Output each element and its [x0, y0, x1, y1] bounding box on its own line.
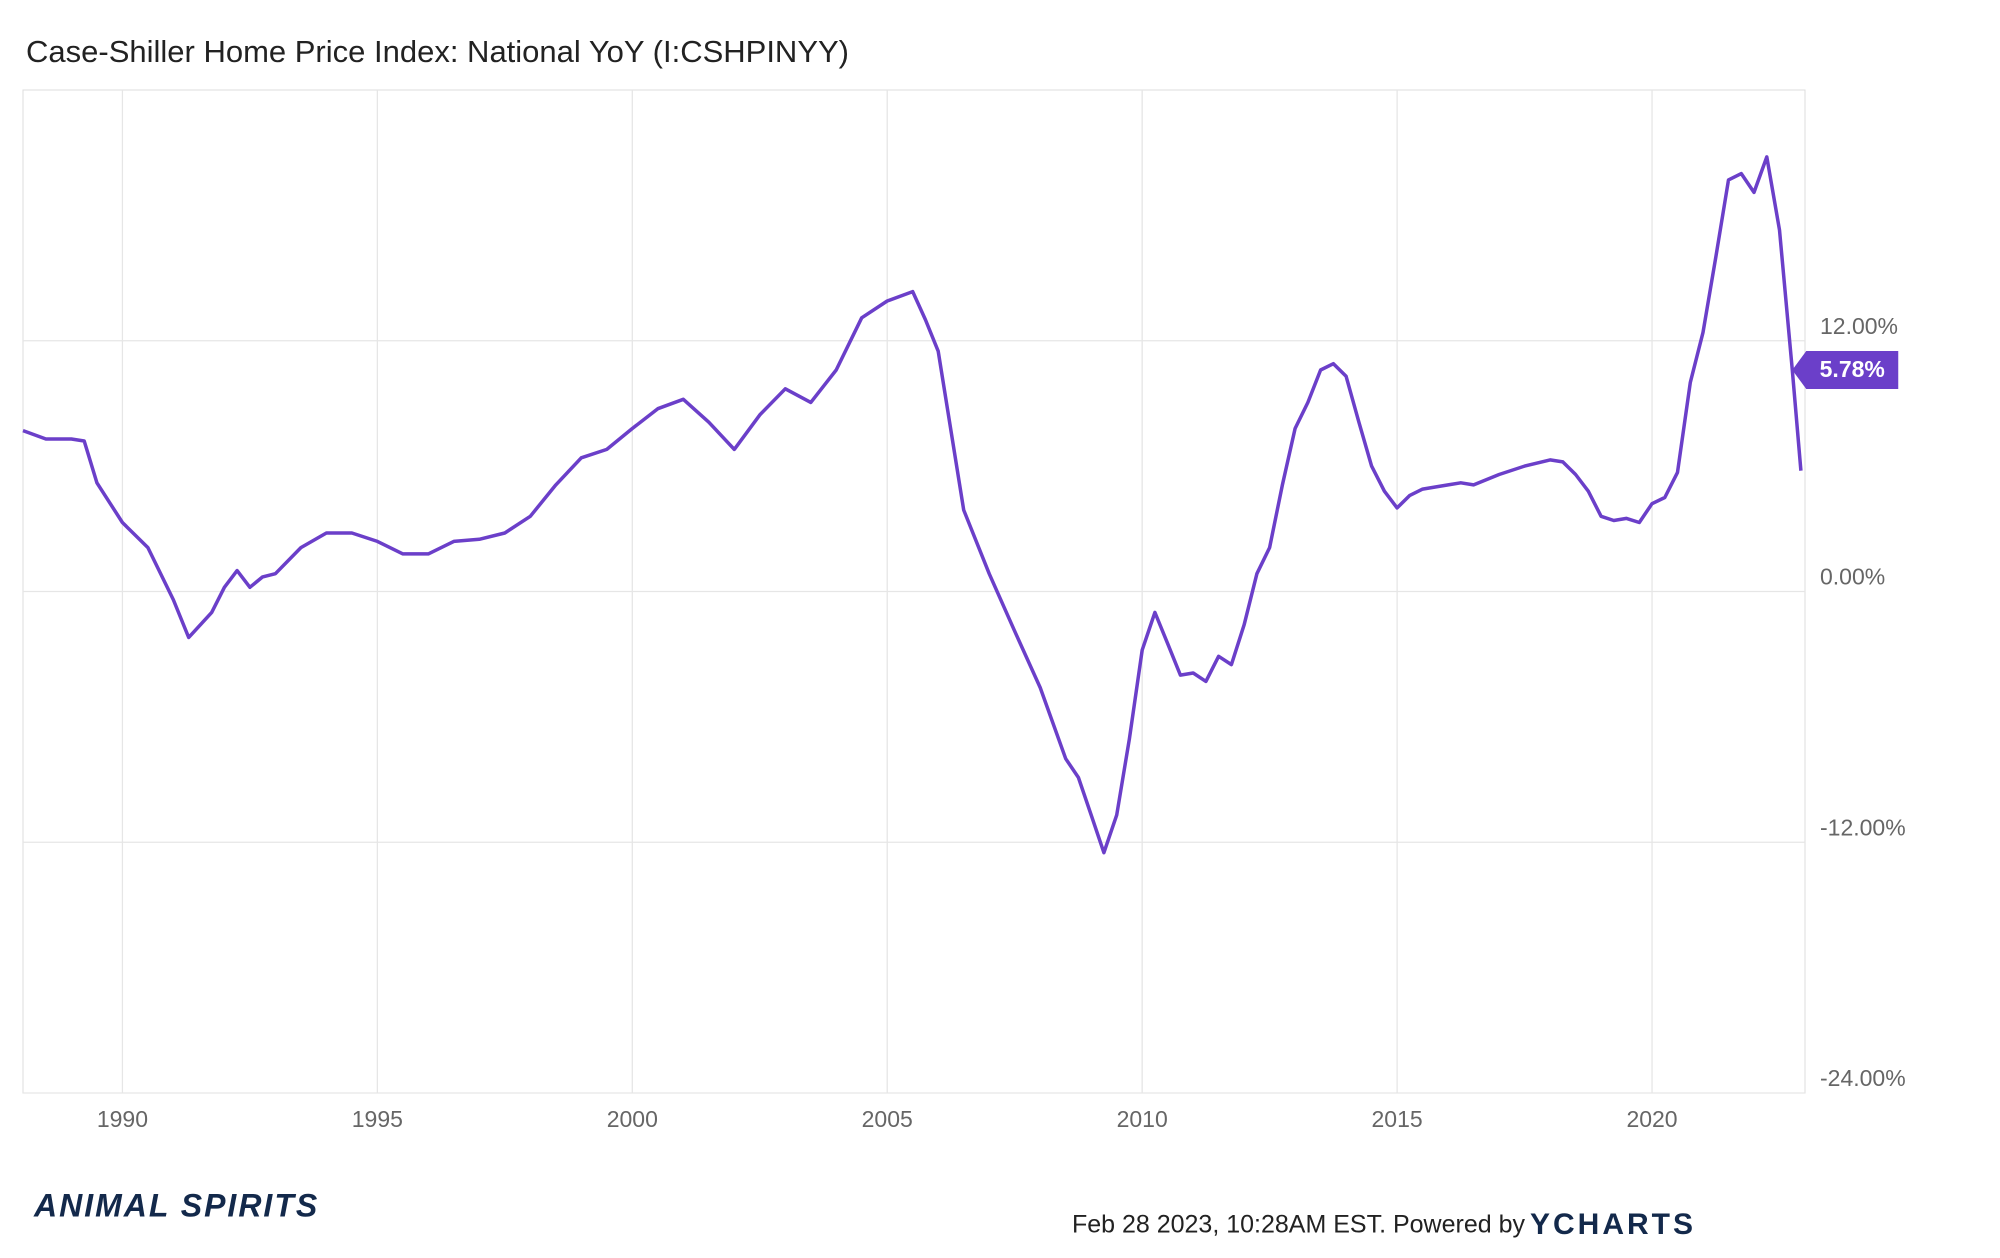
y-tick-label: 0.00%	[1820, 564, 1885, 590]
y-tick-label: -12.00%	[1820, 814, 1906, 840]
x-tick-label: 2005	[862, 1106, 913, 1132]
x-tick-label: 1990	[97, 1106, 148, 1132]
x-tick-label: 2000	[607, 1106, 658, 1132]
x-tick-label: 2015	[1372, 1106, 1423, 1132]
y-tick-label: 12.00%	[1820, 313, 1898, 339]
footer: Feb 28 2023, 10:28AM EST. Powered by	[1072, 1211, 1526, 1239]
value-label-box	[1792, 351, 1899, 390]
line	[22, 155, 1803, 855]
y-tick-label: -24.00%	[1820, 1065, 1906, 1091]
logo: ANIMAL SPIRITS	[33, 1187, 319, 1223]
value-label: 5.78%	[1820, 356, 1885, 382]
x-tick-label: 1995	[352, 1106, 403, 1132]
chart-title: Case-Shiller Home Price Index: National …	[26, 34, 849, 69]
x-tick-label: 2020	[1626, 1106, 1677, 1132]
x-tick-label: 2010	[1117, 1106, 1168, 1132]
brand: YCHARTS	[1530, 1208, 1696, 1241]
